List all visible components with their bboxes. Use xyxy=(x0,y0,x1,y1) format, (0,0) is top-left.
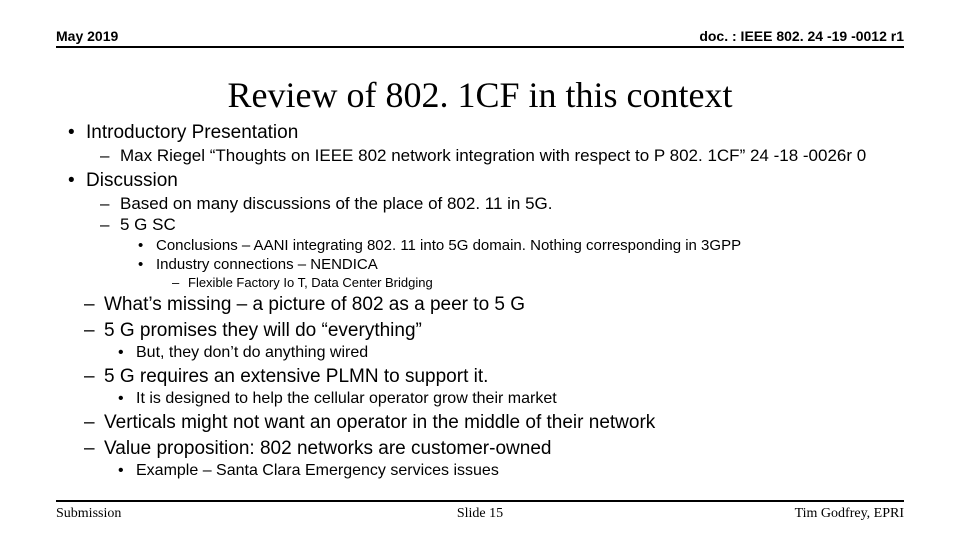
bullet-l2: Max Riegel “Thoughts on IEEE 802 network… xyxy=(64,146,920,166)
header-docnum: doc. : IEEE 802. 24 -19 -0012 r1 xyxy=(699,28,904,44)
bullet-l1: Introductory Presentation xyxy=(64,122,920,144)
footer-right: Tim Godfrey, EPRI xyxy=(795,506,904,522)
bullet-l2: 5 G SC xyxy=(64,215,920,235)
header-rule xyxy=(56,46,904,48)
footer-left: Submission xyxy=(56,506,121,522)
bullet-l3: But, they don’t do anything wired xyxy=(64,344,920,362)
bullet-l1: Discussion xyxy=(64,170,920,192)
bullet-l3: It is designed to help the cellular oper… xyxy=(64,390,920,408)
bullet-l2: 5 G requires an extensive PLMN to suppor… xyxy=(64,366,920,388)
bullet-l2: Value proposition: 802 networks are cust… xyxy=(64,438,920,460)
bullet-l2: Based on many discussions of the place o… xyxy=(64,194,920,214)
bullet-l2: Verticals might not want an operator in … xyxy=(64,412,920,434)
bullet-l4: Flexible Factory Io T, Data Center Bridg… xyxy=(64,275,920,290)
bullet-l2: 5 G promises they will do “everything” xyxy=(64,320,920,342)
slide-title: Review of 802. 1CF in this context xyxy=(0,74,960,116)
bullet-l3: Conclusions – AANI integrating 802. 11 i… xyxy=(64,237,920,254)
header-date: May 2019 xyxy=(56,28,118,44)
bullet-l3: Example – Santa Clara Emergency services… xyxy=(64,462,920,480)
footer-rule xyxy=(56,500,904,502)
slide-content: Introductory Presentation Max Riegel “Th… xyxy=(64,118,920,480)
bullet-l2: What’s missing – a picture of 802 as a p… xyxy=(64,294,920,316)
footer-center: Slide 15 xyxy=(457,506,503,522)
bullet-l3: Industry connections – NENDICA xyxy=(64,256,920,273)
